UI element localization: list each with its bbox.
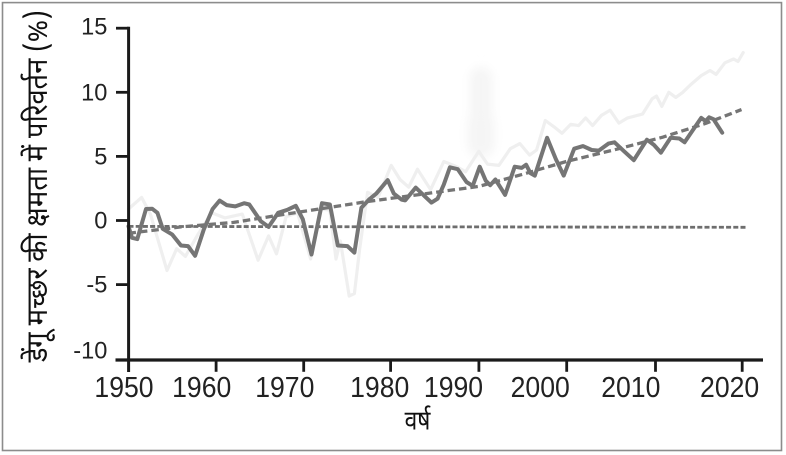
- svg-text:2020: 2020: [700, 371, 759, 403]
- svg-text:5: 5: [94, 145, 107, 171]
- svg-text:-5: -5: [86, 273, 107, 299]
- svg-text:15: 15: [81, 15, 107, 41]
- svg-text:2000: 2000: [511, 371, 570, 403]
- svg-text:10: 10: [81, 80, 107, 106]
- svg-text:1960: 1960: [172, 371, 231, 403]
- svg-text:1990: 1990: [424, 371, 483, 403]
- svg-text:2010: 2010: [601, 371, 660, 403]
- svg-text:0: 0: [94, 209, 107, 235]
- svg-text:-10: -10: [73, 338, 107, 364]
- svg-text:1980: 1980: [350, 371, 409, 403]
- svg-text:1950: 1950: [94, 371, 153, 403]
- svg-text:1970: 1970: [255, 371, 314, 403]
